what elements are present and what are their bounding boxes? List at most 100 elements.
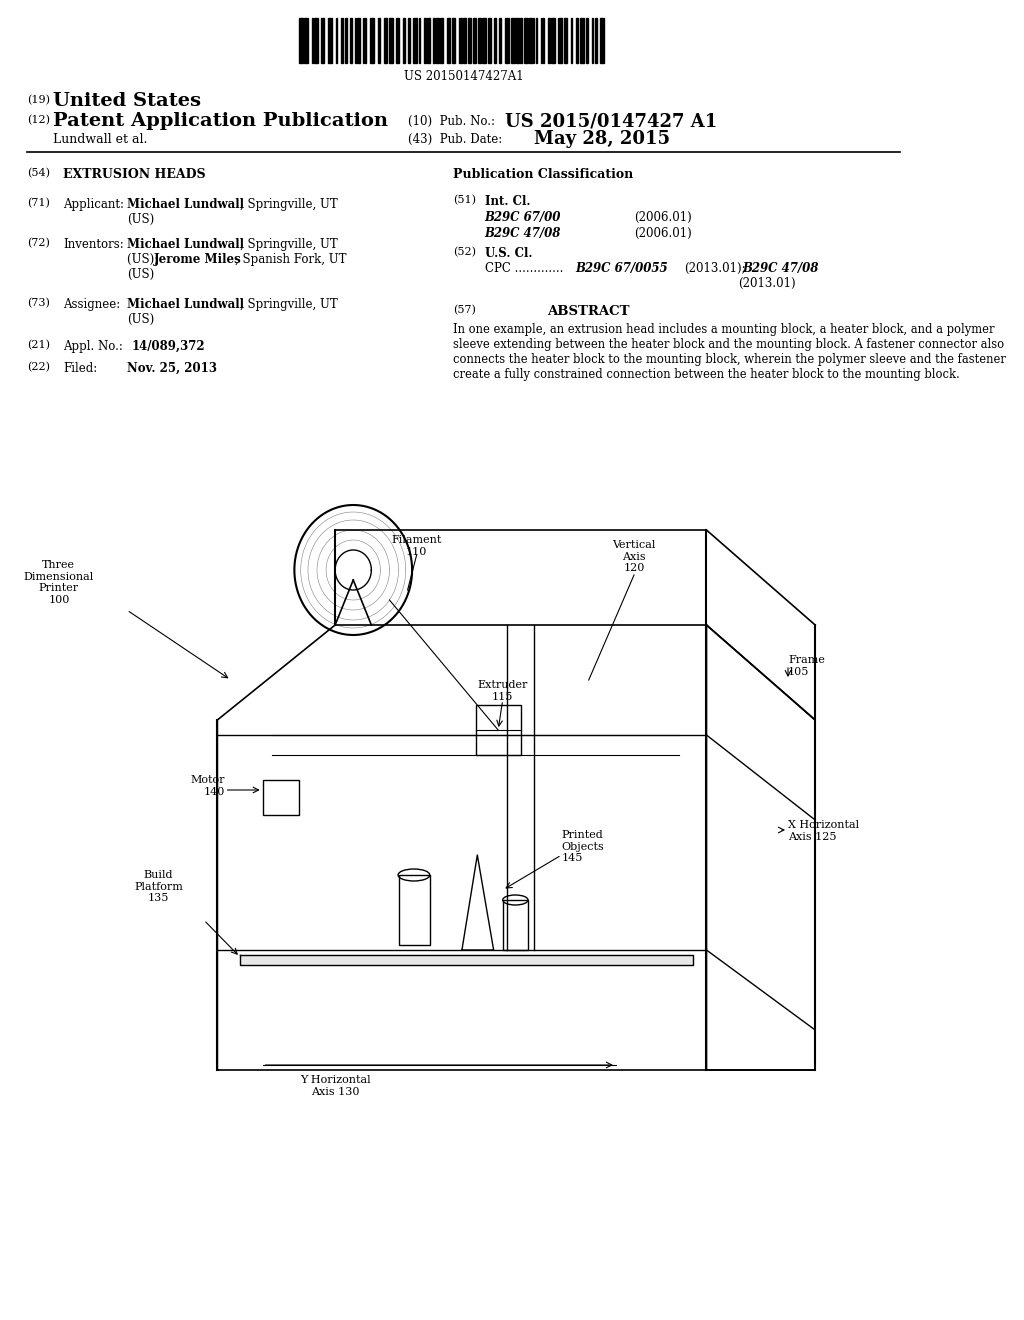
Text: (12): (12) [28, 115, 50, 125]
Text: Frame
105: Frame 105 [788, 655, 825, 677]
Text: Inventors:: Inventors: [63, 238, 124, 251]
Bar [463, 18, 466, 63]
Text: (2013.01);: (2013.01); [684, 261, 745, 275]
Bar [355, 18, 356, 63]
Text: Assignee:: Assignee: [63, 298, 121, 312]
Text: Jerome Miles: Jerome Miles [154, 253, 242, 267]
Text: US 20150147427A1: US 20150147427A1 [403, 70, 523, 83]
Bar [503, 900, 528, 950]
Bar [432, 18, 435, 63]
Bar [534, 18, 535, 63]
Bar [341, 18, 343, 63]
Bar [350, 18, 352, 63]
Text: B29C 47/08: B29C 47/08 [484, 227, 561, 240]
Text: Michael Lundwall: Michael Lundwall [127, 198, 244, 211]
Text: Vertical
Axis
120: Vertical Axis 120 [612, 540, 655, 573]
Bar [345, 18, 347, 63]
Text: Build
Platform
135: Build Platform 135 [134, 870, 183, 903]
Text: Appl. No.:: Appl. No.: [63, 341, 123, 352]
Bar [499, 18, 501, 63]
Bar [543, 18, 545, 63]
Text: Lundwall et al.: Lundwall et al. [52, 133, 146, 147]
Text: (US): (US) [127, 268, 154, 281]
Text: X Horizontal
Axis 125: X Horizontal Axis 125 [788, 820, 859, 842]
Text: EXTRUSION HEADS: EXTRUSION HEADS [63, 168, 206, 181]
Text: (22): (22) [28, 362, 50, 372]
Text: ABSTRACT: ABSTRACT [548, 305, 630, 318]
Text: (2013.01): (2013.01) [738, 277, 796, 290]
Bar [536, 18, 537, 63]
Bar [424, 18, 426, 63]
Bar [366, 18, 367, 63]
Text: Nov. 25, 2013: Nov. 25, 2013 [127, 362, 217, 375]
Text: (52): (52) [453, 247, 476, 257]
Text: Patent Application Publication: Patent Application Publication [52, 112, 387, 129]
Bar [419, 18, 420, 63]
Text: Extruder
115: Extruder 115 [477, 680, 527, 702]
Bar [478, 18, 481, 63]
Bar [558, 18, 562, 63]
Text: Michael Lundwall: Michael Lundwall [127, 238, 244, 251]
Bar [357, 18, 360, 63]
Bar [529, 18, 531, 63]
Text: Three
Dimensional
Printer
100: Three Dimensional Printer 100 [24, 560, 94, 605]
Text: (US);: (US); [127, 253, 162, 267]
Bar [468, 18, 471, 63]
Bar [311, 18, 313, 63]
Bar [370, 18, 374, 63]
Text: Michael Lundwall: Michael Lundwall [127, 298, 244, 312]
Bar [398, 875, 430, 945]
Text: (43)  Pub. Date:: (43) Pub. Date: [408, 133, 502, 147]
Text: (54): (54) [28, 168, 50, 178]
Text: Int. Cl.: Int. Cl. [484, 195, 530, 209]
Bar [587, 18, 588, 63]
Bar [440, 18, 442, 63]
Bar [414, 18, 417, 63]
Text: Motor
140: Motor 140 [190, 775, 224, 796]
Text: (72): (72) [28, 238, 50, 248]
Bar [452, 18, 456, 63]
Text: Y Horizontal
Axis 130: Y Horizontal Axis 130 [300, 1074, 371, 1097]
Bar [395, 18, 399, 63]
Bar [488, 18, 492, 63]
Bar [595, 18, 597, 63]
Bar [600, 18, 604, 63]
Bar [516, 18, 519, 63]
Text: 14/089,372: 14/089,372 [131, 341, 205, 352]
Bar [409, 18, 410, 63]
Text: In one example, an extrusion head includes a mounting block, a heater block, and: In one example, an extrusion head includ… [453, 323, 1006, 381]
Bar [551, 18, 555, 63]
Text: (51): (51) [453, 195, 476, 206]
Bar [577, 18, 578, 63]
Text: , Spanish Fork, UT: , Spanish Fork, UT [236, 253, 347, 267]
Text: , Springville, UT: , Springville, UT [240, 238, 338, 251]
Bar [362, 18, 364, 63]
Bar [592, 18, 593, 63]
Text: (US): (US) [127, 213, 154, 226]
Text: (21): (21) [28, 341, 50, 350]
Bar [459, 18, 462, 63]
Bar [563, 18, 567, 63]
Bar [263, 780, 299, 814]
Bar [384, 18, 387, 63]
Text: (57): (57) [453, 305, 476, 315]
Text: United States: United States [52, 92, 201, 110]
Text: (2006.01): (2006.01) [634, 211, 692, 224]
Bar [321, 18, 325, 63]
Bar [314, 18, 318, 63]
Text: (10)  Pub. No.:: (10) Pub. No.: [408, 115, 502, 128]
Bar [304, 18, 308, 63]
Bar [482, 18, 486, 63]
Bar [328, 18, 332, 63]
Bar [581, 18, 584, 63]
Bar [541, 18, 542, 63]
Bar [473, 18, 476, 63]
Polygon shape [240, 954, 693, 965]
Text: (19): (19) [28, 95, 50, 106]
Bar [299, 18, 303, 63]
Bar [520, 18, 521, 63]
Text: Filed:: Filed: [63, 362, 97, 375]
Bar [524, 18, 528, 63]
Bar [336, 18, 337, 63]
Bar [436, 18, 439, 63]
